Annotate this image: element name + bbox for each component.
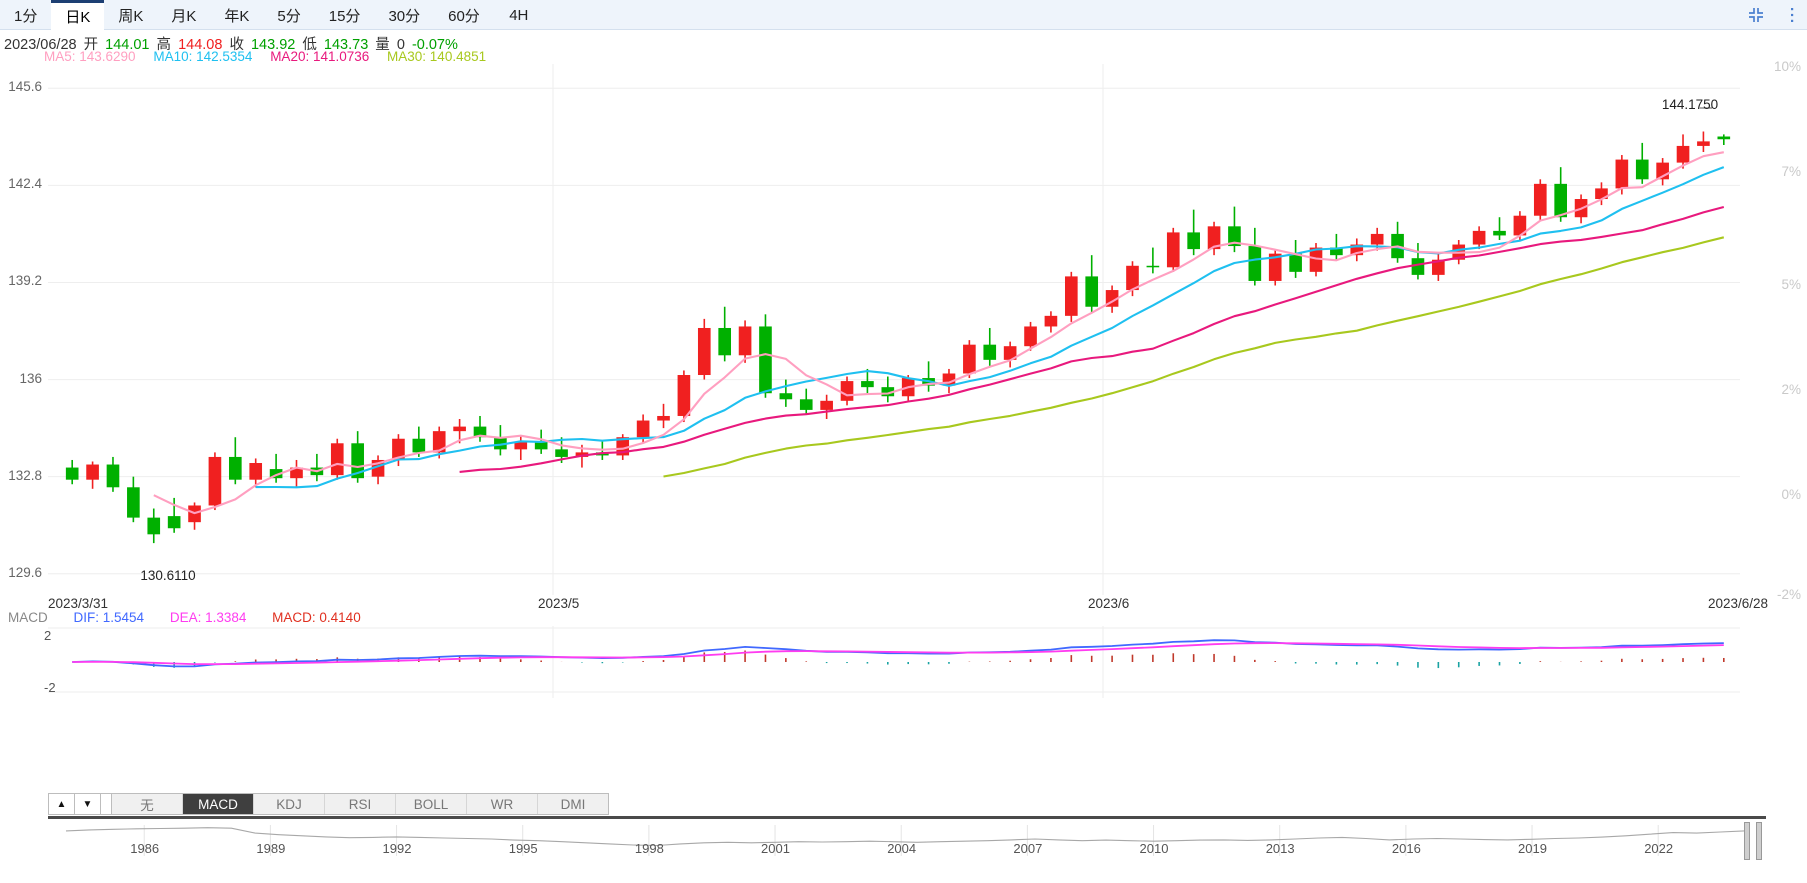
open-label: 开 [83,37,99,53]
open-value: 144.01 [105,37,150,53]
macd-name: MACD [8,610,48,625]
period-tab-6[interactable]: 15分 [328,7,361,25]
price-tick-1: 142.4 [8,176,42,192]
period-tab-9[interactable]: 4H [509,6,529,24]
period-tab-0[interactable]: 1分 [14,7,38,25]
price-tick-3: 136 [19,370,42,386]
period-tab-7[interactable]: 30分 [388,7,421,25]
indicator-tab-boll[interactable]: BOLL [396,794,467,814]
quote-line: 2023/06/28 开 144.01 高 144.08 收 143.92 低 … [4,33,461,54]
quote-date: 2023/06/28 [4,37,77,53]
high-label: 高 [156,37,172,53]
range-handle-right[interactable] [1756,822,1762,860]
toolbar-icons [1747,0,1801,30]
macd-macd-value: MACD: 0.4140 [272,610,361,625]
timeline-overview[interactable]: 1986 1989 1992 1995 1998 2001 2004 2007 2010 2013… [48,816,1766,860]
scroll-up-button[interactable]: ▲ [49,794,75,814]
timeline-year-2007: 2007 [1013,841,1043,856]
low-value: 143.73 [323,37,369,53]
period-tabs: 1分 日K 周K 月K 年K 5分 15分 30分 60分 4H [0,0,1807,30]
low-price-annotation: 130.6110 [140,568,196,583]
candlestick-chart[interactable]: 145.6 142.4 139.2 136 132.8 129.6 10% 7% 5% 2% 0%… [0,59,1807,602]
volume-label: 量 [375,37,390,53]
indicator-tab-bar: ▲ ▼ 无 MACD KDJ RSI BOLL WR DMI [48,793,609,815]
percent-tick-1: 7% [1781,164,1801,179]
macd-chart[interactable]: 2 -2 [0,626,1807,698]
timeline-year-2019: 2019 [1518,841,1547,856]
price-tick-0: 145.6 [8,79,42,95]
collapse-icon[interactable] [1747,6,1765,24]
period-tab-4[interactable]: 年K [224,7,250,25]
high-price-annotation: 144.1750 [1661,97,1719,112]
macd-legend: MACD DIF: 1.5454 DEA: 1.3384 MACD: 0.414… [8,610,383,625]
timeline-year-2001: 2001 [761,841,790,856]
date-tick-start: 2023/3/31 [48,596,109,611]
percent-tick-0: 10% [1773,59,1801,74]
more-vertical-icon[interactable] [1783,6,1801,24]
percent-tick-4: 0% [1781,487,1801,502]
timeline-year-1989: 1989 [256,841,286,856]
macd-dea-value: DEA: 1.3384 [169,610,247,625]
timeline-year-2016: 2016 [1391,841,1421,856]
indicator-tab-无[interactable]: 无 [112,794,183,814]
indicator-tab-dmi[interactable]: DMI [538,794,608,814]
close-value: 143.92 [250,37,296,53]
timeline-year-1995: 1995 [508,841,538,856]
range-handle-left[interactable] [1744,822,1750,860]
volume-value: 0 [396,37,405,53]
percent-tick-3: 2% [1781,382,1801,397]
date-tick-end: 2023/6/28 [1708,596,1769,611]
timeline-year-1986: 1986 [130,841,160,856]
scroll-down-button[interactable]: ▼ [75,794,101,814]
low-label: 低 [302,37,317,53]
period-tab-2[interactable]: 周K [118,7,144,25]
ma-legend: MA5: 143.6290 MA10: 142.5354 MA20: 141.0… [44,49,500,64]
macd-axis-bottom: -2 [44,680,56,695]
ma5-legend: MA5: 143.6290 [44,49,136,64]
indicator-tab-wr[interactable]: WR [467,794,538,814]
close-label: 收 [229,37,244,53]
date-tick-may: 2023/5 [538,596,580,611]
percent-tick-5: -2% [1776,587,1801,602]
period-tab-bar: 1分 日K 周K 月K 年K 5分 15分 30分 60分 4H [0,0,1807,30]
timeline-year-2004: 2004 [887,841,917,856]
percent-tick-2: 5% [1781,277,1801,292]
timeline-year-2013: 2013 [1265,841,1295,856]
period-tab-8[interactable]: 60分 [448,7,480,25]
period-tab-1[interactable]: 日K [51,0,105,30]
indicator-tabs: 无 MACD KDJ RSI BOLL WR DMI [112,794,608,814]
ma10-legend: MA10: 142.5354 [153,49,253,64]
price-tick-4: 132.8 [8,467,42,483]
macd-axis-top: 2 [44,628,52,643]
ma20-legend: MA20: 141.0736 [270,49,370,64]
timeline-year-1998: 1998 [634,841,664,856]
price-tick-2: 139.2 [8,273,42,289]
indicator-tab-kdj[interactable]: KDJ [254,794,325,814]
date-tick-june: 2023/6 [1088,596,1130,611]
date-axis: 2023/3/31 2023/5 2023/6 2023/6/28 [0,596,1807,618]
timeline-year-1992: 1992 [382,841,412,856]
indicator-tab-macd[interactable]: MACD [183,794,254,814]
price-tick-5: 129.6 [8,564,42,580]
macd-dif-value: DIF: 1.5454 [73,610,145,625]
indicator-tab-rsi[interactable]: RSI [325,794,396,814]
timeline-year-2022: 2022 [1644,841,1674,856]
period-tab-3[interactable]: 月K [171,7,197,25]
period-tab-5[interactable]: 5分 [277,7,301,25]
high-value: 144.08 [178,37,223,53]
ma30-legend: MA30: 140.4851 [387,49,487,64]
tab-spacer [101,794,112,814]
change-percent: -0.07% [411,37,458,53]
timeline-year-2010: 2010 [1139,841,1169,856]
